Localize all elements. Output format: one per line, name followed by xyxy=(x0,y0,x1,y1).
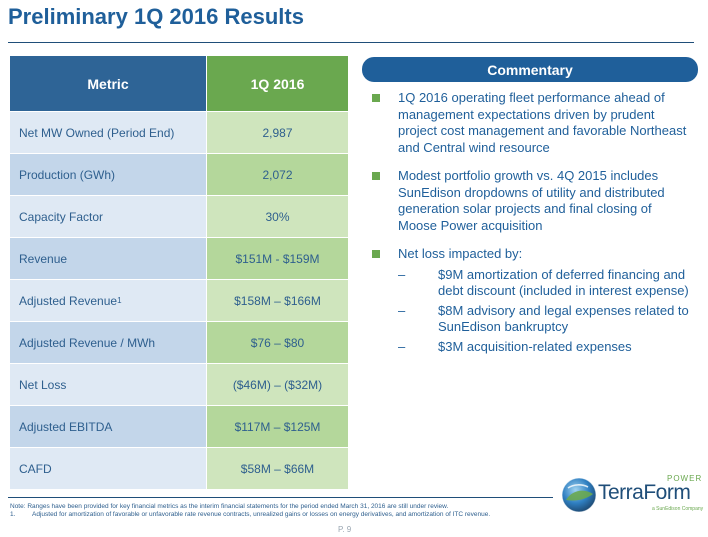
footnote-text: Adjusted for amortization of favorable o… xyxy=(32,511,491,518)
metric-label-text: Adjusted Revenue xyxy=(19,293,118,308)
bullet-text: 1Q 2016 operating fleet performance ahea… xyxy=(398,90,687,155)
bullet-square-icon xyxy=(372,172,380,180)
metric-label: Adjusted EBITDA xyxy=(10,406,207,447)
table-row: Adjusted EBITDA $117M – $125M xyxy=(10,406,348,448)
dash-bullet-icon: – xyxy=(398,266,406,282)
footnote-number: 1. xyxy=(10,511,16,518)
page-number: P. 9 xyxy=(338,525,352,534)
dash-bullet-icon: – xyxy=(398,338,406,354)
footer-note: Note: Ranges have been provided for key … xyxy=(10,503,449,510)
bullet-square-icon xyxy=(372,94,380,102)
metric-label: Production (GWh) xyxy=(10,154,207,195)
commentary-header: Commentary xyxy=(362,57,698,82)
list-item: Net loss impacted by: xyxy=(370,246,694,263)
metric-label: CAFD xyxy=(10,448,207,489)
table-row: CAFD $58M – $66M xyxy=(10,448,348,490)
metric-value: $117M – $125M xyxy=(207,406,348,447)
metric-value: ($46M) – ($32M) xyxy=(207,364,348,405)
logo-tagline: a SunEdison Company xyxy=(652,506,704,512)
table-row: Revenue $151M - $159M xyxy=(10,238,348,280)
metric-value: 2,987 xyxy=(207,112,348,153)
metric-value: 2,072 xyxy=(207,154,348,195)
table-row: Production (GWh) 2,072 xyxy=(10,154,348,196)
dash-bullet-icon: – xyxy=(398,302,406,318)
sub-list: – $9M amortization of deferred financing… xyxy=(370,267,694,356)
header-period: 1Q 2016 xyxy=(207,56,348,111)
metric-label: Net Loss xyxy=(10,364,207,405)
table-header-row: Metric 1Q 2016 xyxy=(10,56,348,112)
metric-label: Net MW Owned (Period End) xyxy=(10,112,207,153)
sub-list-item: – $8M advisory and legal expenses relate… xyxy=(370,303,694,336)
list-item: Modest portfolio growth vs. 4Q 2015 incl… xyxy=(370,168,694,234)
metric-value: $151M - $159M xyxy=(207,238,348,279)
table-row: Capacity Factor 30% xyxy=(10,196,348,238)
bullet-square-icon xyxy=(372,250,380,258)
sub-item-text: $3M acquisition-related expenses xyxy=(438,338,632,354)
bullet-text: Net loss impacted by: xyxy=(398,246,523,261)
globe-logo-icon xyxy=(561,477,597,513)
table-row: Adjusted Revenue / MWh $76 – $80 xyxy=(10,322,348,364)
sub-list-item: – $9M amortization of deferred financing… xyxy=(370,267,694,300)
metric-label: Adjusted Revenue / MWh xyxy=(10,322,207,363)
title-divider xyxy=(8,42,694,43)
metric-value: $158M – $166M xyxy=(207,280,348,321)
metric-value: $58M – $66M xyxy=(207,448,348,489)
footer-divider xyxy=(8,497,553,498)
metric-value: 30% xyxy=(207,196,348,237)
header-metric: Metric xyxy=(10,56,207,111)
sub-item-text: $9M amortization of deferred financing a… xyxy=(438,266,689,299)
logo-power-text: POWER xyxy=(667,474,703,483)
table-row: Net MW Owned (Period End) 2,987 xyxy=(10,112,348,154)
bullet-text: Modest portfolio growth vs. 4Q 2015 incl… xyxy=(398,168,665,233)
metrics-table: Metric 1Q 2016 Net MW Owned (Period End)… xyxy=(10,56,348,490)
metric-label: Revenue xyxy=(10,238,207,279)
table-row: Adjusted Revenue 1 $158M – $166M xyxy=(10,280,348,322)
footnote-marker: 1 xyxy=(117,296,122,305)
sub-item-text: $8M advisory and legal expenses related … xyxy=(438,302,689,335)
terraform-logo: POWER TerraForm a SunEdison Company xyxy=(560,472,704,514)
list-item: 1Q 2016 operating fleet performance ahea… xyxy=(370,90,694,156)
metric-value: $76 – $80 xyxy=(207,322,348,363)
metric-label: Adjusted Revenue 1 xyxy=(10,280,207,321)
logo-wordmark: TerraForm xyxy=(598,481,691,504)
table-row: Net Loss ($46M) – ($32M) xyxy=(10,364,348,406)
page-title: Preliminary 1Q 2016 Results xyxy=(8,4,304,29)
footer-footnote: 1. Adjusted for amortization of favorable… xyxy=(10,511,490,518)
sub-list-item: – $3M acquisition-related expenses xyxy=(370,339,694,356)
metric-label: Capacity Factor xyxy=(10,196,207,237)
commentary-list: 1Q 2016 operating fleet performance ahea… xyxy=(370,90,694,355)
